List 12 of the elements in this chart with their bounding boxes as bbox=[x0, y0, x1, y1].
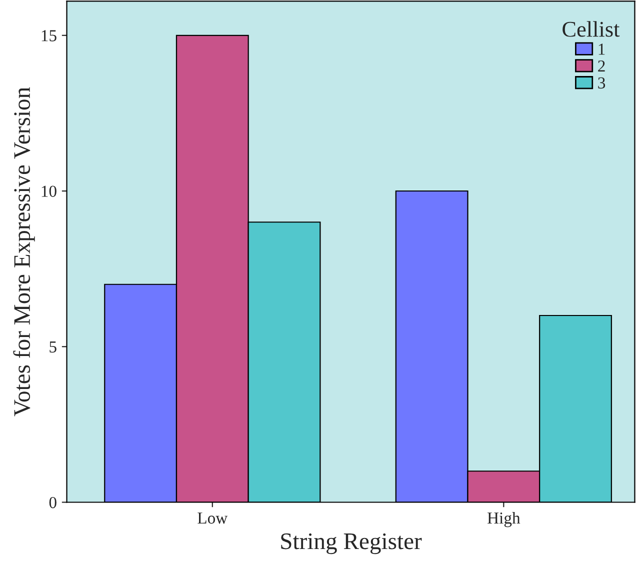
y-tick-label: 15 bbox=[42, 30, 56, 42]
legend-title: Cellist bbox=[562, 21, 620, 37]
x-tick-label: High bbox=[487, 512, 520, 528]
legend-label: 1 bbox=[598, 44, 605, 55]
y-tick-label: 0 bbox=[49, 496, 56, 508]
y-axis-title: Votes for More Expressive Version bbox=[13, 87, 35, 416]
legend-label: 3 bbox=[598, 77, 606, 89]
x-tick-label: Low bbox=[198, 512, 228, 524]
y-tick-label: 5 bbox=[50, 341, 56, 353]
y-tick-label: 10 bbox=[42, 186, 56, 197]
x-axis-title: String Register bbox=[281, 533, 422, 554]
legend-label: 2 bbox=[598, 60, 605, 72]
